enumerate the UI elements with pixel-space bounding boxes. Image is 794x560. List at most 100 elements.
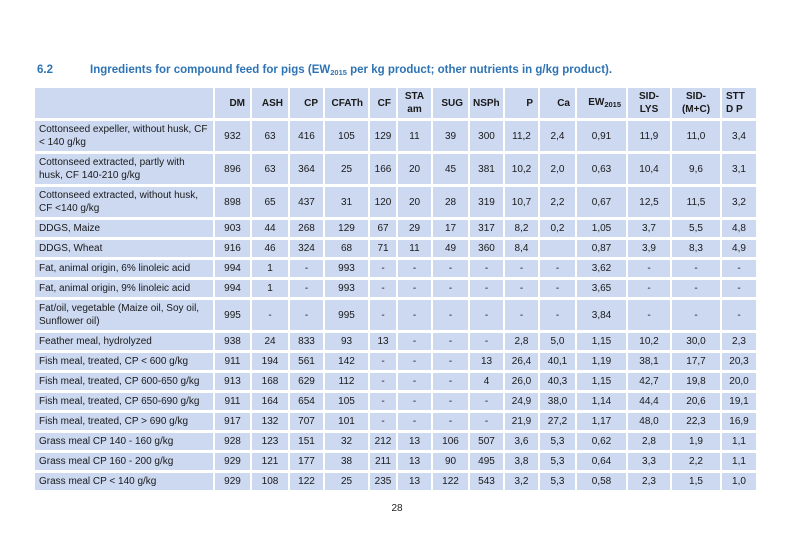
value-cell: 917 — [215, 413, 252, 433]
value-cell: 48,0 — [628, 413, 672, 433]
value-cell: 10,4 — [628, 154, 672, 187]
value-cell: 0,91 — [577, 121, 628, 154]
value-cell: 31 — [325, 187, 370, 220]
value-cell: 151 — [290, 433, 325, 453]
value-cell: - — [370, 300, 398, 333]
value-cell: 93 — [325, 333, 370, 353]
value-cell: 235 — [370, 473, 398, 493]
value-cell: 40,3 — [540, 373, 577, 393]
value-cell: 916 — [215, 240, 252, 260]
value-cell: 129 — [370, 121, 398, 154]
value-cell: 13 — [398, 433, 433, 453]
value-cell: 3,6 — [505, 433, 540, 453]
ingredient-name: Feather meal, hydrolyzed — [35, 333, 215, 353]
value-cell: 46 — [252, 240, 290, 260]
value-cell: - — [252, 300, 290, 333]
value-cell: 9,6 — [672, 154, 722, 187]
value-cell: 629 — [290, 373, 325, 393]
value-cell: 166 — [370, 154, 398, 187]
value-cell: 11 — [398, 121, 433, 154]
value-cell: 938 — [215, 333, 252, 353]
table-row: Fish meal, treated, CP < 600 g/kg 911 194 5… — [35, 353, 758, 373]
value-cell: 507 — [470, 433, 505, 453]
value-cell: - — [398, 373, 433, 393]
value-cell: 40,1 — [540, 353, 577, 373]
value-cell: 543 — [470, 473, 505, 493]
value-cell: - — [722, 300, 758, 333]
value-cell: 212 — [370, 433, 398, 453]
value-cell — [540, 240, 577, 260]
value-cell: 0,87 — [577, 240, 628, 260]
value-cell: 106 — [433, 433, 470, 453]
value-cell: 105 — [325, 121, 370, 154]
value-cell: 707 — [290, 413, 325, 433]
value-cell: 898 — [215, 187, 252, 220]
value-cell: - — [505, 300, 540, 333]
section-number: 6.2 — [37, 64, 53, 76]
value-cell: 2,2 — [672, 453, 722, 473]
value-cell: - — [470, 413, 505, 433]
value-cell: 11,2 — [505, 121, 540, 154]
value-cell: 10,7 — [505, 187, 540, 220]
value-cell: - — [433, 373, 470, 393]
value-cell: 1 — [252, 260, 290, 280]
value-cell: 994 — [215, 280, 252, 300]
section-title: 6.2 Ingredients for compound feed for pi… — [37, 64, 612, 77]
value-cell: 4 — [470, 373, 505, 393]
value-cell: - — [433, 413, 470, 433]
ingredient-name: Grass meal CP 160 - 200 g/kg — [35, 453, 215, 473]
value-cell: - — [470, 260, 505, 280]
value-cell: 3,2 — [505, 473, 540, 493]
ingredient-name: Fish meal, treated, CP 600-650 g/kg — [35, 373, 215, 393]
value-cell: 0,58 — [577, 473, 628, 493]
value-cell: 13 — [470, 353, 505, 373]
value-cell: 12,5 — [628, 187, 672, 220]
value-cell: 20,6 — [672, 393, 722, 413]
value-cell: 8,2 — [505, 220, 540, 240]
value-cell: - — [628, 300, 672, 333]
value-cell: 1,05 — [577, 220, 628, 240]
col-header-cf: CF — [370, 88, 398, 121]
value-cell: 19,1 — [722, 393, 758, 413]
ingredient-name: Cottonseed extracted, partly with husk, … — [35, 154, 215, 187]
value-cell: 1,0 — [722, 473, 758, 493]
value-cell: - — [540, 280, 577, 300]
col-header-cp: CP — [290, 88, 325, 121]
value-cell: - — [370, 393, 398, 413]
value-cell: - — [398, 333, 433, 353]
ingredient-name: Cottonseed extracted, without husk, CF <… — [35, 187, 215, 220]
value-cell: - — [398, 280, 433, 300]
value-cell: - — [470, 300, 505, 333]
col-header-sid-mc: SID- (M+C) — [672, 88, 722, 121]
value-cell: 932 — [215, 121, 252, 154]
value-cell: 437 — [290, 187, 325, 220]
table-row: Cottonseed extracted, partly with husk, … — [35, 154, 758, 187]
value-cell: 911 — [215, 393, 252, 413]
value-cell: 10,2 — [505, 154, 540, 187]
value-cell: 13 — [370, 333, 398, 353]
value-cell: 20,0 — [722, 373, 758, 393]
value-cell: - — [722, 280, 758, 300]
value-cell: 3,3 — [628, 453, 672, 473]
value-cell: 1,15 — [577, 373, 628, 393]
value-cell: 142 — [325, 353, 370, 373]
value-cell: 65 — [252, 187, 290, 220]
value-cell: 5,5 — [672, 220, 722, 240]
table-row: Grass meal CP 140 - 160 g/kg 928 123 151 32 2… — [35, 433, 758, 453]
col-header-cfath: CFATh — [325, 88, 370, 121]
value-cell: - — [505, 280, 540, 300]
value-cell: 1,5 — [672, 473, 722, 493]
value-cell: 38 — [325, 453, 370, 473]
value-cell: 27,2 — [540, 413, 577, 433]
value-cell: 120 — [370, 187, 398, 220]
value-cell: 2,2 — [540, 187, 577, 220]
value-cell: 13 — [398, 453, 433, 473]
value-cell: 44 — [252, 220, 290, 240]
ingredient-name: Fat, animal origin, 6% linoleic acid — [35, 260, 215, 280]
value-cell: 24 — [252, 333, 290, 353]
value-cell: 360 — [470, 240, 505, 260]
value-cell: 25 — [325, 154, 370, 187]
col-header-sug: SUG — [433, 88, 470, 121]
value-cell: 364 — [290, 154, 325, 187]
value-cell: 913 — [215, 373, 252, 393]
